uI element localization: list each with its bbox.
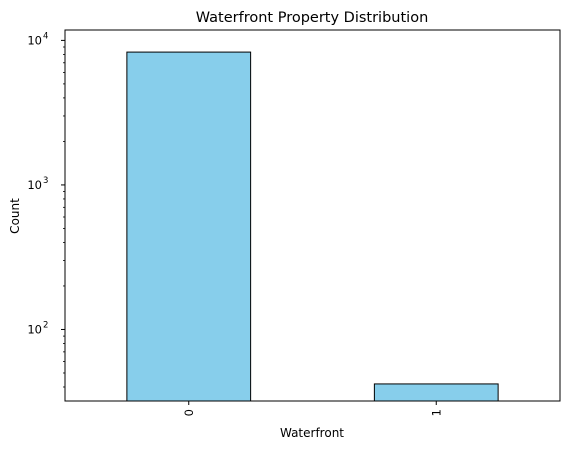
x-axis-label: Waterfront <box>280 426 344 440</box>
y-tick-label: 10 <box>27 322 42 336</box>
chart-title: Waterfront Property Distribution <box>196 10 429 26</box>
plot-frame <box>64 29 561 402</box>
y-tick-label-exponent: 3 <box>43 176 48 186</box>
y-tick-label-exponent: 2 <box>43 320 48 330</box>
y-tick-label: 10 <box>27 33 42 47</box>
x-tick-label: 1 <box>429 409 443 416</box>
y-tick-label-exponent: 4 <box>43 31 48 41</box>
bar-0 <box>126 51 252 402</box>
y-axis-label: Count <box>8 198 22 234</box>
bars <box>126 51 499 402</box>
bar-1 <box>373 383 499 402</box>
x-tick-label: 0 <box>182 409 196 416</box>
y-tick-label: 10 <box>27 178 42 192</box>
